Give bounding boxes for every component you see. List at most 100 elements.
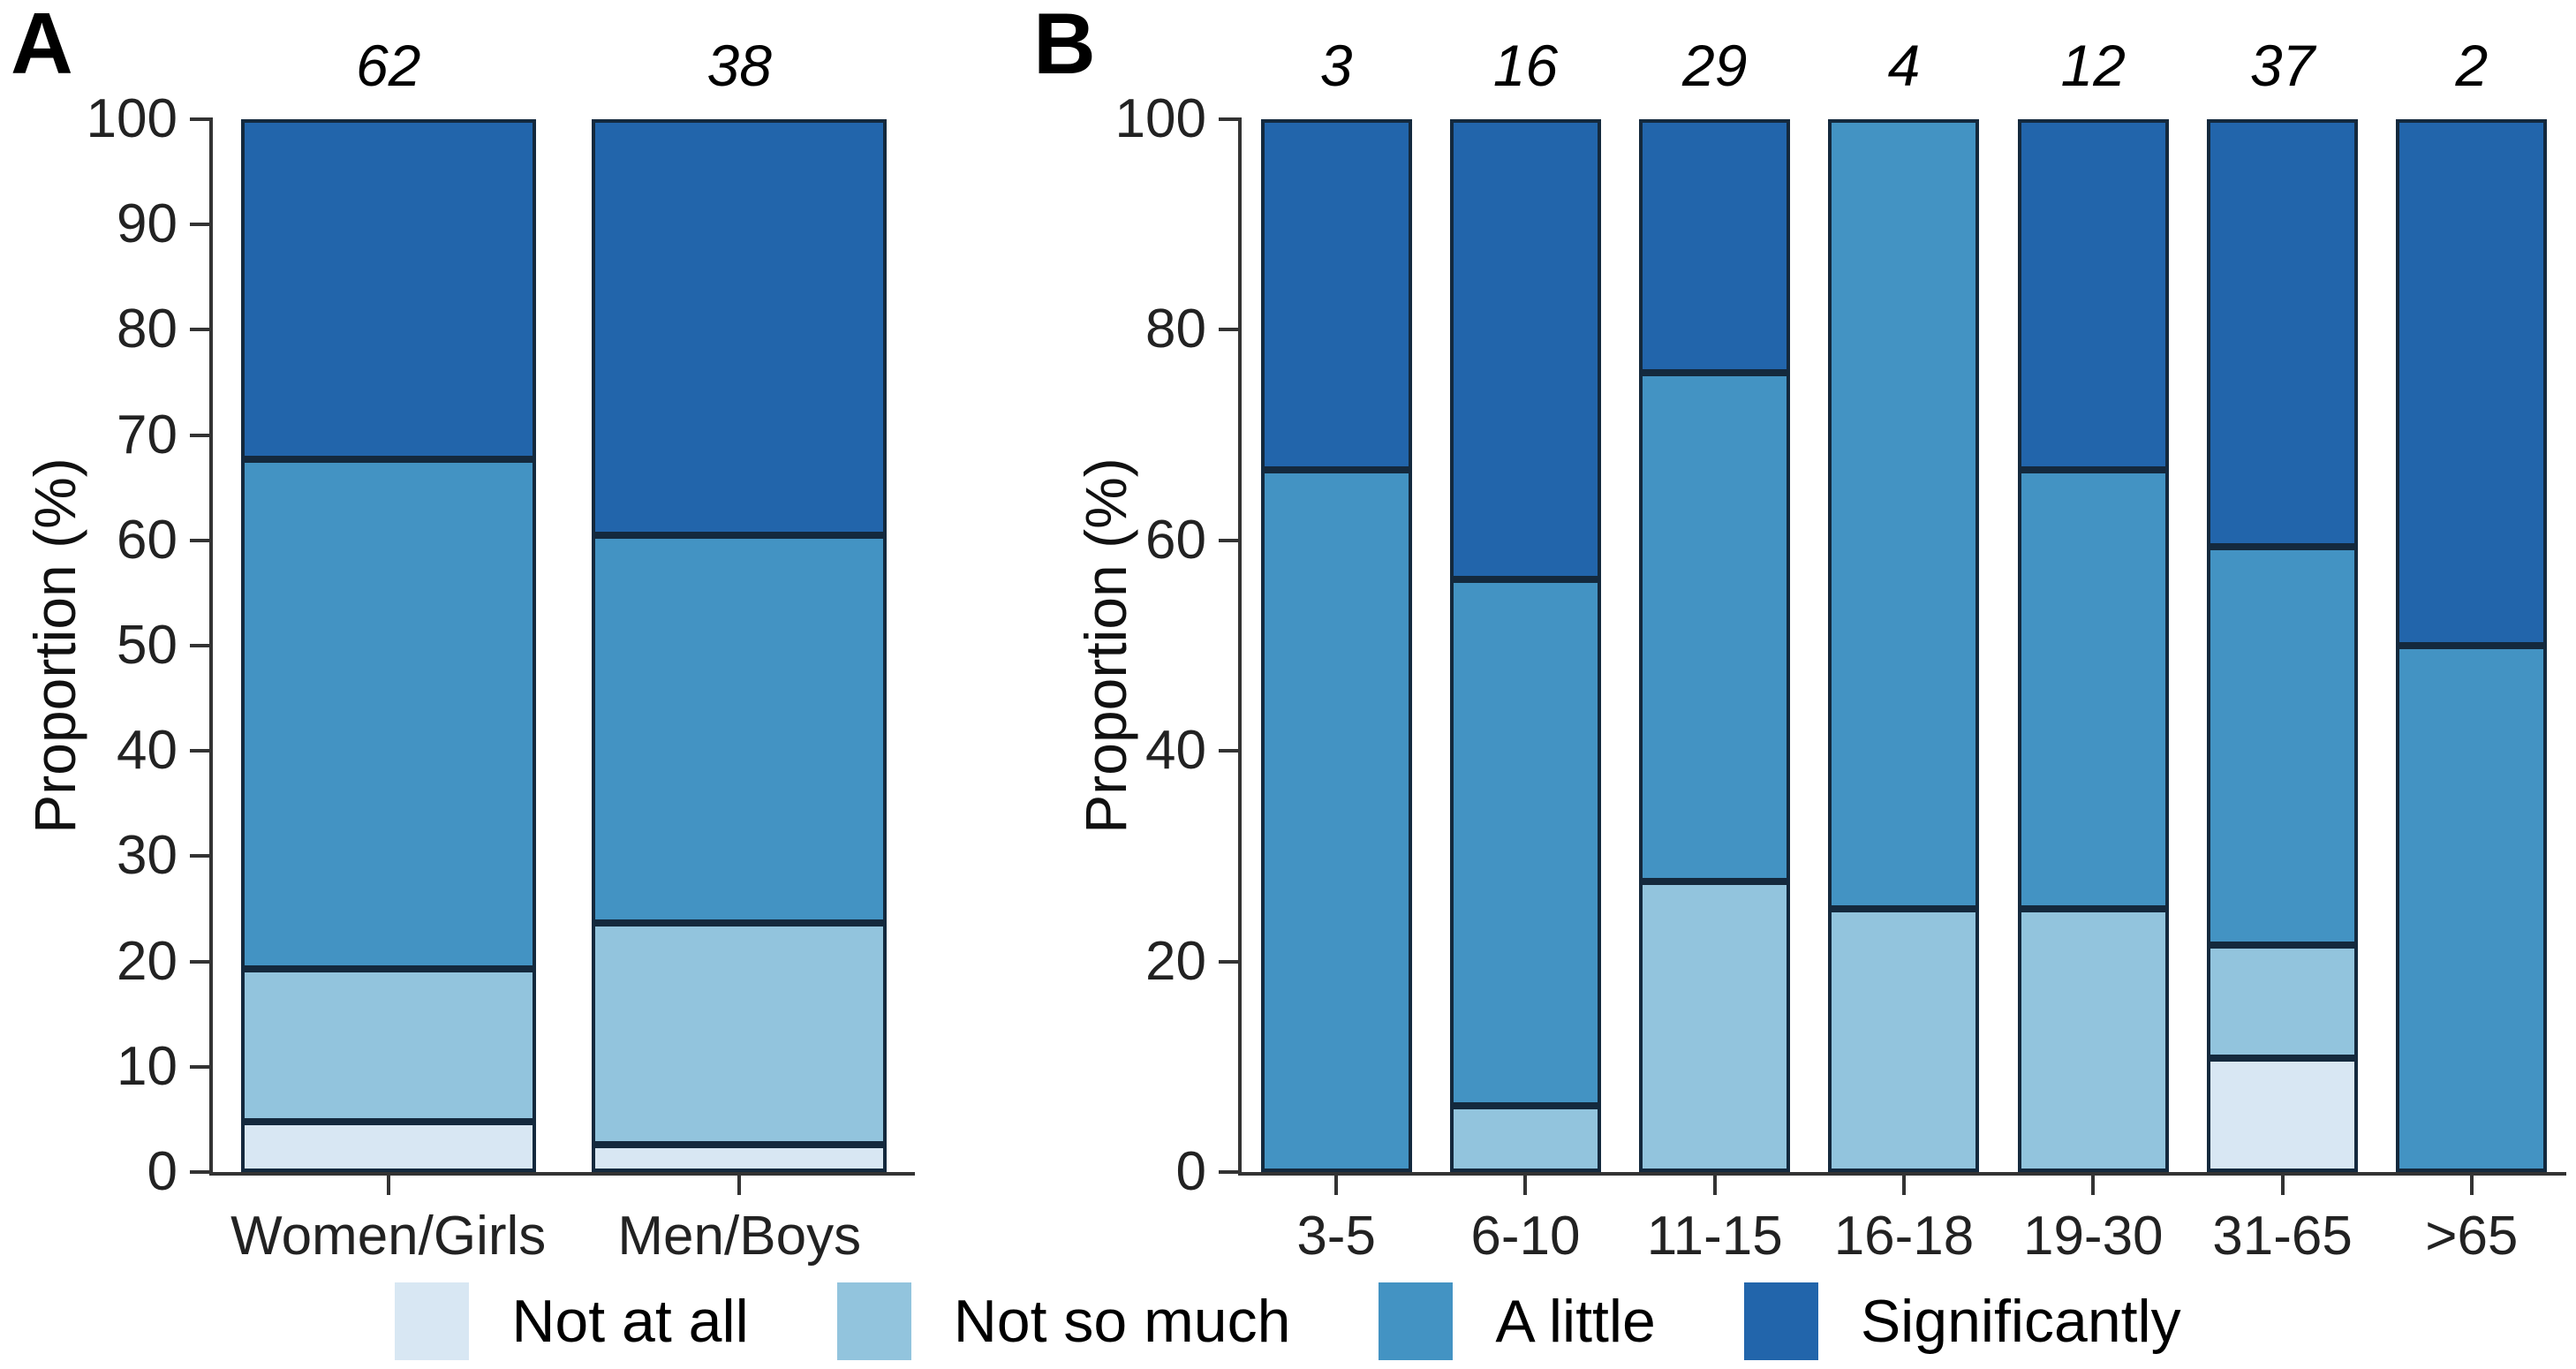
x-tick-label: 3-5 — [1296, 1206, 1376, 1267]
x-cell-3-5: 3-5 — [1261, 1176, 1412, 1264]
bar-women-girls — [240, 119, 536, 1172]
n-label: 37 — [2249, 33, 2315, 98]
y-tick — [190, 538, 213, 542]
y-tick — [1219, 1170, 1242, 1174]
bar-segment-not-so-much — [2017, 909, 2169, 1172]
y-tick — [1219, 749, 1242, 753]
x-tick-label: 11-15 — [1646, 1206, 1783, 1267]
legend-item-not-at-all: Not at all — [395, 1282, 749, 1360]
x-cell-65: >65 — [2396, 1176, 2547, 1264]
bar-65 — [2396, 119, 2548, 1172]
y-tick-label: 80 — [1145, 299, 1206, 360]
y-tick-label: 90 — [117, 193, 178, 255]
y-tick — [190, 117, 213, 121]
y-tick-label: 20 — [117, 930, 178, 992]
bar-segment-significantly — [1260, 119, 1412, 470]
legend-swatch-significantly — [1743, 1282, 1818, 1360]
x-tick — [2469, 1176, 2474, 1195]
legend-item-significantly: Significantly — [1743, 1282, 2181, 1360]
y-tick-label: 100 — [1114, 88, 1206, 149]
x-tick — [1712, 1176, 1717, 1195]
x-tick-label: 19-30 — [2022, 1206, 2164, 1267]
y-tick-label: 60 — [1145, 509, 1206, 571]
y-tick-label: 70 — [117, 404, 178, 465]
x-tick — [2280, 1176, 2285, 1195]
x-tick-label: 16-18 — [1833, 1206, 1975, 1267]
bar-segment-not-at-all — [2207, 1058, 2359, 1172]
panel-b: B Proportion (%) 0 20 40 60 80 100 3 16 29 4 12 37 2… — [998, 0, 2576, 1264]
y-tick — [190, 749, 213, 753]
x-cell-31-65: 31-65 — [2207, 1176, 2358, 1264]
bar-men-boys — [592, 119, 888, 1172]
y-tick — [190, 1170, 213, 1174]
x-tick-label: Women/Girls — [230, 1206, 547, 1267]
y-tick — [1219, 328, 1242, 332]
y-tick — [1219, 117, 1242, 121]
x-cell-19-30: 19-30 — [2018, 1176, 2169, 1264]
y-tick-label: 10 — [117, 1035, 178, 1097]
y-tick — [1219, 538, 1242, 542]
n-label: 38 — [706, 33, 772, 98]
bar-segment-not-so-much — [1449, 1105, 1601, 1172]
bar-6-10 — [1449, 119, 1601, 1172]
y-tick — [190, 433, 213, 437]
y-tick-label: 50 — [117, 615, 178, 676]
x-cell-6-10: 6-10 — [1450, 1176, 1601, 1264]
y-tick-label: 30 — [117, 825, 178, 887]
panel-a-plot-area: 0 10 20 30 40 50 60 70 80 90 100 62 38 Women/Girls Men… — [87, 36, 915, 1264]
bar-segment-significantly — [1449, 119, 1601, 579]
x-tick — [2091, 1176, 2096, 1195]
bar-segment-not-at-all — [592, 1145, 888, 1172]
n-labels-row: 62 38 — [213, 36, 915, 95]
x-tick-label: 31-65 — [2212, 1206, 2353, 1267]
bar-segment-not-so-much — [1639, 881, 1791, 1172]
y-tick — [190, 328, 213, 332]
bars-group — [213, 119, 915, 1172]
y-tick — [190, 223, 213, 227]
y-tick-label: 60 — [117, 509, 178, 571]
n-label: 3 — [1319, 33, 1353, 98]
y-tick-label: 40 — [1145, 720, 1206, 782]
panel-b-y-axis-title: Proportion (%) — [1073, 458, 1138, 834]
panel-a-letter: A — [11, 0, 73, 92]
legend: Not at all Not so much A little Significant… — [0, 1282, 2576, 1360]
bar-3-5 — [1260, 119, 1412, 1172]
legend-swatch-a-little — [1379, 1282, 1454, 1360]
y-tick-label: 0 — [147, 1141, 178, 1202]
legend-label: Significantly — [1860, 1288, 2181, 1355]
y-tick-label: 100 — [86, 88, 178, 149]
y-tick-label: 20 — [1145, 930, 1206, 992]
bar-segment-a-little — [1639, 373, 1791, 882]
n-label: 12 — [2060, 33, 2126, 98]
bar-segment-not-so-much — [592, 922, 888, 1146]
legend-swatch-not-at-all — [395, 1282, 470, 1360]
y-tick — [190, 1064, 213, 1069]
bar-19-30 — [2017, 119, 2169, 1172]
y-tick — [190, 959, 213, 964]
x-tick — [1901, 1176, 1906, 1195]
bar-segment-a-little — [1260, 469, 1412, 1172]
y-tick — [190, 644, 213, 647]
bar-11-15 — [1639, 119, 1791, 1172]
legend-swatch-not-so-much — [836, 1282, 911, 1360]
bar-segment-significantly — [1639, 119, 1791, 374]
legend-label: Not so much — [953, 1288, 1291, 1355]
n-label: 29 — [1681, 33, 1748, 98]
y-tick — [190, 854, 213, 858]
legend-label: Not at all — [511, 1288, 749, 1355]
bar-segment-not-so-much — [1828, 909, 1980, 1172]
bar-segment-not-at-all — [240, 1121, 536, 1172]
bar-segment-a-little — [2396, 646, 2548, 1172]
bar-segment-significantly — [2396, 119, 2548, 646]
bar-segment-significantly — [2017, 119, 2169, 470]
y-tick-label: 40 — [117, 720, 178, 782]
bar-segment-a-little — [1449, 579, 1601, 1106]
x-labels-row: 3-5 6-10 11-15 16-18 19-30 31-65 >65 — [1242, 1176, 2566, 1264]
legend-item-not-so-much: Not so much — [836, 1282, 1291, 1360]
legend-item-a-little: A little — [1379, 1282, 1656, 1360]
bars-group — [1242, 119, 2566, 1172]
y-tick-label: 0 — [1175, 1141, 1206, 1202]
x-tick — [386, 1176, 390, 1195]
x-cell-women-girls: Women/Girls — [230, 1176, 546, 1264]
